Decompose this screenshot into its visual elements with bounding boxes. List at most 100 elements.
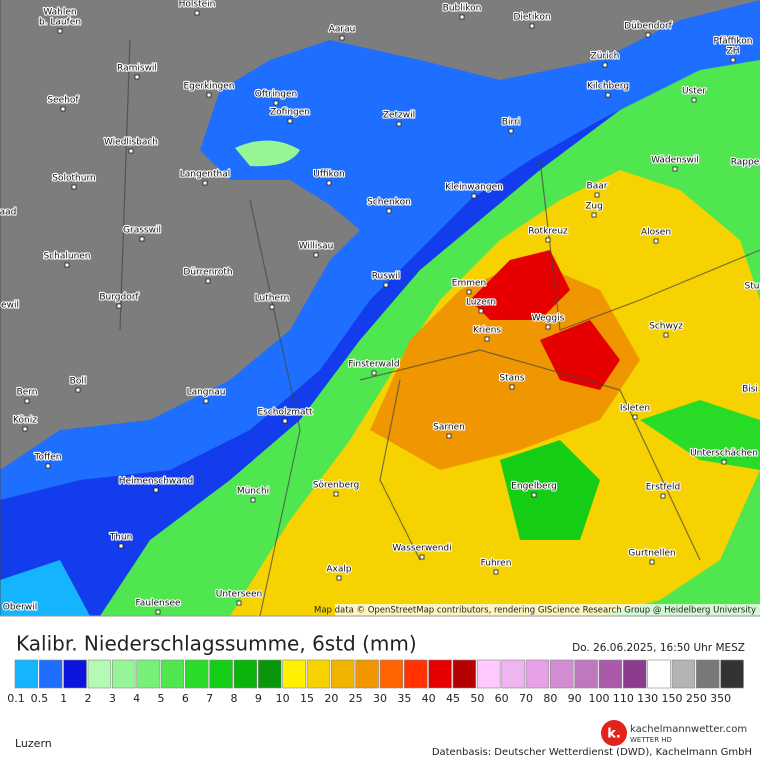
legend-tick-label: 110 xyxy=(613,692,634,705)
legend-swatch xyxy=(136,659,160,689)
place-marker xyxy=(529,23,535,29)
place-label: Zofingen xyxy=(270,108,310,118)
place-label: Holstein xyxy=(179,0,216,10)
place-marker xyxy=(22,426,28,432)
place-label: Grasswil xyxy=(123,226,161,236)
place-label: Emmen xyxy=(452,279,486,289)
legend-swatch xyxy=(623,659,647,689)
place-marker xyxy=(64,262,70,268)
place-label: Sörenberg xyxy=(313,481,359,491)
place-marker xyxy=(691,97,697,103)
data-source: Datenbasis: Deutscher Wetterdienst (DWD)… xyxy=(432,747,752,758)
place-label: Bern xyxy=(17,388,38,398)
legend-swatch xyxy=(671,659,696,689)
place-label: Unterschächen xyxy=(690,449,758,459)
place-marker xyxy=(466,289,472,295)
place-label: Weggis xyxy=(532,314,565,324)
place-label: Escholzmatt xyxy=(257,408,313,418)
place-label: Zetzwil xyxy=(383,111,415,121)
legend-tick-label: 25 xyxy=(349,692,363,705)
place-label: Isleten xyxy=(620,404,650,414)
place-marker xyxy=(508,128,514,134)
place-marker xyxy=(282,418,288,424)
place-marker xyxy=(194,10,200,16)
brand: kachelmannwetter.com xyxy=(630,724,747,735)
place-label: Faulensee xyxy=(135,599,181,609)
place-label: Wädenswil xyxy=(651,156,699,166)
radar-map xyxy=(0,0,760,617)
place-marker xyxy=(155,609,161,615)
place-marker xyxy=(75,387,81,393)
place-marker xyxy=(471,193,477,199)
place-label: Burgdorf xyxy=(99,293,139,303)
attribution: Map data © OpenStreetMap contributors, r… xyxy=(314,606,756,616)
place-marker xyxy=(509,384,515,390)
place-marker xyxy=(663,332,669,338)
place-label: Oberwil xyxy=(3,603,37,613)
place-label: Kriens xyxy=(473,326,501,336)
place-label: Oftringen xyxy=(255,90,297,100)
legend-tick-label: 2 xyxy=(85,692,92,705)
place-label: Egerkingen xyxy=(183,82,234,92)
place-marker xyxy=(333,491,339,497)
place-marker xyxy=(287,118,293,124)
legend-swatch xyxy=(160,659,185,689)
place-label: Rotkreuz xyxy=(528,227,568,237)
legend-tick-label: 0.5 xyxy=(31,692,49,705)
place-label: Baar xyxy=(587,182,608,192)
legend-tick-label: 8 xyxy=(231,692,238,705)
place-marker xyxy=(605,92,611,98)
place-label: Engelberg xyxy=(511,482,557,492)
place-label: Uffikon xyxy=(313,170,344,180)
place-marker xyxy=(269,304,275,310)
legend-swatch xyxy=(720,659,744,689)
place-label: Kleinwangen xyxy=(445,183,503,193)
place-label: Luthern xyxy=(255,294,290,304)
legend-tick-label: 130 xyxy=(637,692,658,705)
place-label: Pfäffikon xyxy=(714,37,753,47)
place-label: Wahlen xyxy=(43,8,76,18)
legend-swatch xyxy=(647,659,671,689)
legend-tick-label: 50 xyxy=(470,692,484,705)
legend-swatch xyxy=(598,659,623,689)
place-label: Bublikon xyxy=(443,4,482,14)
legend-tick-label: 350 xyxy=(710,692,731,705)
legend-tick-label: 1 xyxy=(60,692,67,705)
legend-tick-label: 15 xyxy=(300,692,314,705)
place-marker xyxy=(660,493,666,499)
place-label: Köniz xyxy=(13,416,37,426)
legend-tick-label: 100 xyxy=(589,692,610,705)
place-label: Finsterwald xyxy=(348,360,399,370)
legend-swatch xyxy=(87,659,112,689)
place-label: Dürrenroth xyxy=(183,268,232,278)
place-marker xyxy=(313,252,319,258)
logo xyxy=(601,720,627,746)
brand-sub: WETTER HD xyxy=(630,736,672,744)
place-label: Seehof xyxy=(47,96,79,106)
logo-letter: k. xyxy=(607,727,621,742)
place-marker xyxy=(591,212,597,218)
place-label: Aarau xyxy=(329,25,356,35)
place-label: Luzern xyxy=(466,298,496,308)
place-label: Erstfeld xyxy=(646,483,681,493)
place-label: Rappe xyxy=(731,158,760,168)
place-label: Wasserwendi xyxy=(392,544,451,554)
legend-tick-label: 90 xyxy=(568,692,582,705)
legend-tick-label: 35 xyxy=(397,692,411,705)
legend-swatch xyxy=(404,659,428,689)
place-marker xyxy=(273,100,279,106)
legend-swatch xyxy=(185,659,209,689)
place-marker xyxy=(493,569,499,575)
place-label: Stans xyxy=(499,374,524,384)
legend-tick-label: 250 xyxy=(686,692,707,705)
place-marker xyxy=(153,487,159,493)
place-label: Zürich xyxy=(591,52,620,62)
place-marker xyxy=(478,308,484,314)
location: Luzern xyxy=(15,737,52,750)
place-marker xyxy=(203,398,209,404)
place-label: Langnau xyxy=(187,388,226,398)
legend-swatch xyxy=(477,659,501,689)
legend-tick-label: 45 xyxy=(446,692,460,705)
place-label: Ramiswil xyxy=(117,64,157,74)
place-marker xyxy=(134,74,140,80)
